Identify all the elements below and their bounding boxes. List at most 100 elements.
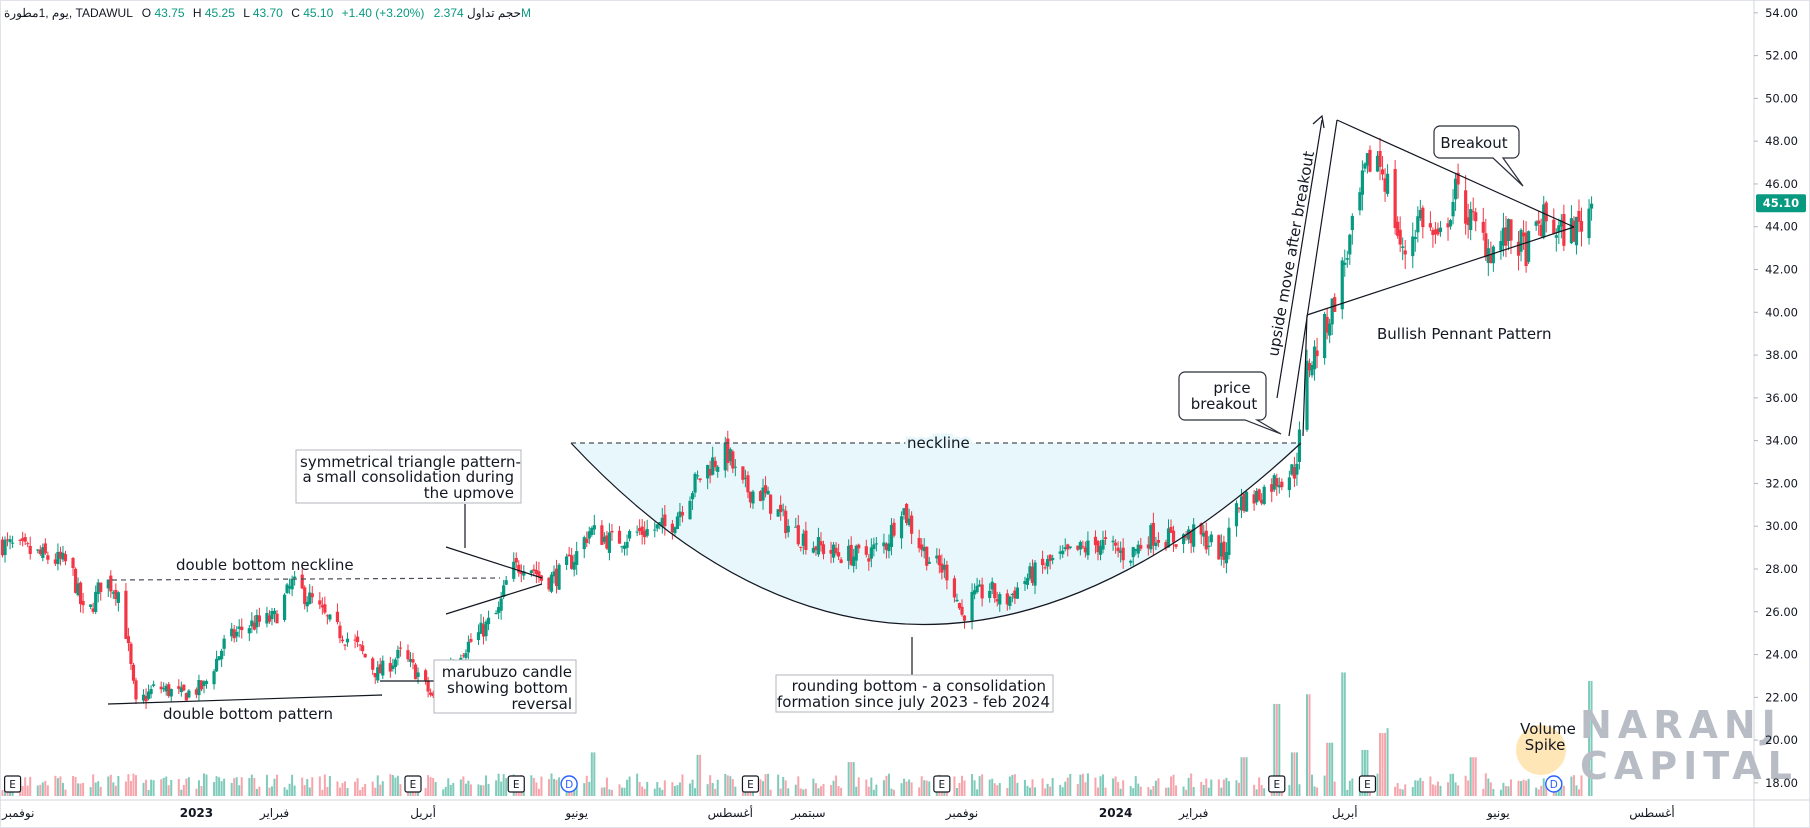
candle-body (230, 628, 234, 637)
volume-bar (590, 752, 593, 796)
volume-bar (1467, 780, 1470, 796)
candle-body (728, 449, 732, 462)
volume-bar (1416, 780, 1419, 796)
candle-body (502, 585, 506, 597)
candle-body (711, 457, 715, 475)
candle-body (43, 543, 47, 554)
candle-body (111, 592, 115, 594)
volume-bar (1170, 776, 1173, 796)
candle-body (96, 582, 100, 595)
candle-body (635, 531, 639, 533)
event-markers[interactable]: E E E E E E ED D (3, 775, 1563, 793)
volume-bar (593, 752, 596, 796)
candles[interactable] (0, 137, 1594, 709)
candle-body (1333, 297, 1337, 312)
volume-spike-label-2: Spike (1525, 736, 1566, 754)
candle-body (282, 594, 287, 620)
candle-body (910, 515, 914, 534)
candle-body (869, 547, 873, 559)
volume-bar (1464, 775, 1467, 796)
price-axis[interactable]: 18.00 20.00 22.00 24.00 26.00 28.00 30.00 32.00… (1754, 6, 1798, 790)
earnings-marker[interactable]: E (3, 775, 22, 793)
candle-body (131, 664, 136, 681)
candle-body (1469, 209, 1473, 231)
volume-bar (678, 782, 681, 796)
candle-body (91, 608, 95, 612)
volume-bar (444, 786, 447, 796)
earnings-marker[interactable]: E (404, 775, 422, 793)
earnings-marker[interactable]: E (507, 775, 525, 793)
volume-bar (729, 776, 732, 796)
earnings-marker[interactable]: E (1268, 775, 1286, 793)
volume-bar (1316, 787, 1319, 796)
candle-body (378, 664, 382, 674)
volume-bar (61, 782, 64, 796)
volume-bar (185, 778, 188, 796)
volume-bar (394, 777, 397, 796)
candle-body (212, 671, 216, 685)
volume-bar (1517, 780, 1520, 796)
candle-body (852, 556, 856, 567)
time-axis[interactable]: نوفمبر 2023 فبراير أبريل يونيو أغسطس سبتمبر نوف… (1, 805, 1675, 821)
candle-body (565, 556, 569, 565)
candle-body (187, 690, 191, 698)
candle-body (1574, 216, 1579, 246)
dividend-marker[interactable]: D (560, 775, 578, 793)
candle-body (1521, 232, 1526, 237)
volume-bar (714, 788, 717, 796)
volume-bar (1590, 680, 1593, 796)
double-bottom-neckline-label: double bottom neckline (176, 556, 354, 574)
candle-body (920, 544, 924, 550)
candle-body (857, 544, 861, 549)
open-value: 43.75 (154, 6, 184, 20)
candle-body (1103, 537, 1108, 540)
candle-body (816, 536, 821, 555)
volume-bar (1295, 752, 1298, 796)
volume-bar (462, 776, 465, 796)
volume-bar (547, 779, 550, 796)
volume-bar (1507, 786, 1510, 796)
candle-body (308, 592, 312, 605)
candle-body (257, 615, 261, 622)
volume-bar (1482, 788, 1485, 796)
volume-bar (21, 786, 24, 796)
candle-body (499, 598, 503, 611)
earnings-marker-label: E (9, 779, 16, 791)
volume-bar (273, 778, 276, 796)
volume-bar (1132, 788, 1135, 796)
volume-bar (1066, 777, 1069, 796)
candle-body (688, 500, 692, 520)
candle-body (945, 564, 949, 581)
volume-bar (1414, 780, 1417, 796)
candle-body (834, 547, 838, 554)
candle-body (1350, 215, 1354, 231)
candle-body (371, 658, 375, 670)
volume-bar (797, 776, 800, 796)
candle-body (904, 503, 909, 523)
candle-body (106, 579, 110, 589)
candle-body (907, 518, 911, 526)
candle-body (1365, 153, 1370, 166)
volume-bar (709, 775, 712, 796)
earnings-marker[interactable]: E (933, 775, 951, 793)
volume-bar (1190, 773, 1193, 796)
volume-bar (447, 778, 450, 796)
candle-body (1305, 360, 1309, 430)
volume-bar (99, 786, 102, 796)
candle-body (849, 544, 853, 565)
volume-bar (427, 775, 430, 796)
volume-bar (114, 785, 117, 796)
candle-body (343, 644, 347, 646)
candle-body (519, 571, 523, 574)
earnings-marker[interactable]: E (1358, 775, 1377, 793)
earnings-marker[interactable]: E (741, 775, 760, 793)
candle-body (975, 585, 979, 593)
volume-bar (1245, 757, 1248, 796)
candle-body (484, 621, 488, 637)
candle-body (169, 689, 173, 697)
price-breakout-bubble (1178, 371, 1282, 435)
candle-body (952, 578, 957, 598)
volume-bar (1311, 774, 1314, 796)
dividend-marker[interactable]: D (1545, 775, 1563, 793)
